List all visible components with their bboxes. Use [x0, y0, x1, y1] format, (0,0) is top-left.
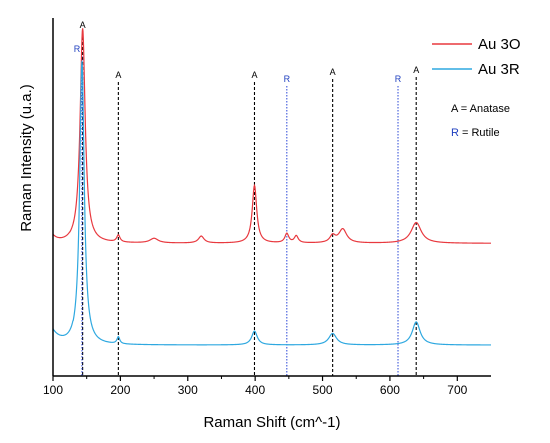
- reference-label-rutile: R: [284, 74, 291, 84]
- reference-label-rutile: R: [395, 74, 402, 84]
- legend-label: Au 3O: [478, 36, 521, 53]
- series-line-au-3r: [52, 60, 491, 346]
- axes: 100 200 300 400 500 600 700: [43, 18, 491, 397]
- x-tick-label: 100: [43, 383, 63, 397]
- reference-label-anatase: A: [413, 65, 419, 75]
- phase-note-letter: A: [451, 103, 459, 115]
- series-group: [52, 28, 491, 346]
- phase-note: A = Anatase: [451, 103, 510, 115]
- reference-label-anatase: A: [251, 70, 257, 80]
- phase-note-text: = Rutile: [459, 127, 500, 139]
- x-tick-label: 500: [313, 383, 333, 397]
- phase-note-text: = Anatase: [458, 103, 510, 115]
- reference-label-rutile: R: [74, 44, 81, 54]
- reference-label-anatase: A: [115, 70, 121, 80]
- series-line-au-3o: [52, 28, 491, 244]
- reference-label-anatase: A: [80, 20, 86, 30]
- x-tick-label: 700: [447, 383, 467, 397]
- phase-note: R = Rutile: [451, 127, 500, 139]
- legend-label: Au 3R: [478, 61, 520, 78]
- legend: Au 3O Au 3R: [432, 36, 521, 78]
- x-tick-label: 300: [178, 383, 198, 397]
- phase-note-letter: R: [451, 127, 459, 139]
- y-axis-title: Raman Intensity (u.a.): [18, 84, 35, 232]
- x-tick-label: 600: [380, 383, 400, 397]
- reference-lines: A R A A R A R A: [74, 20, 419, 376]
- phase-notes: A = Anatase R = Rutile: [451, 103, 510, 139]
- x-tick-label: 400: [245, 383, 265, 397]
- x-axis-title: Raman Shift (cm^-1): [203, 414, 340, 431]
- x-tick-label: 200: [110, 383, 130, 397]
- reference-label-anatase: A: [330, 67, 336, 77]
